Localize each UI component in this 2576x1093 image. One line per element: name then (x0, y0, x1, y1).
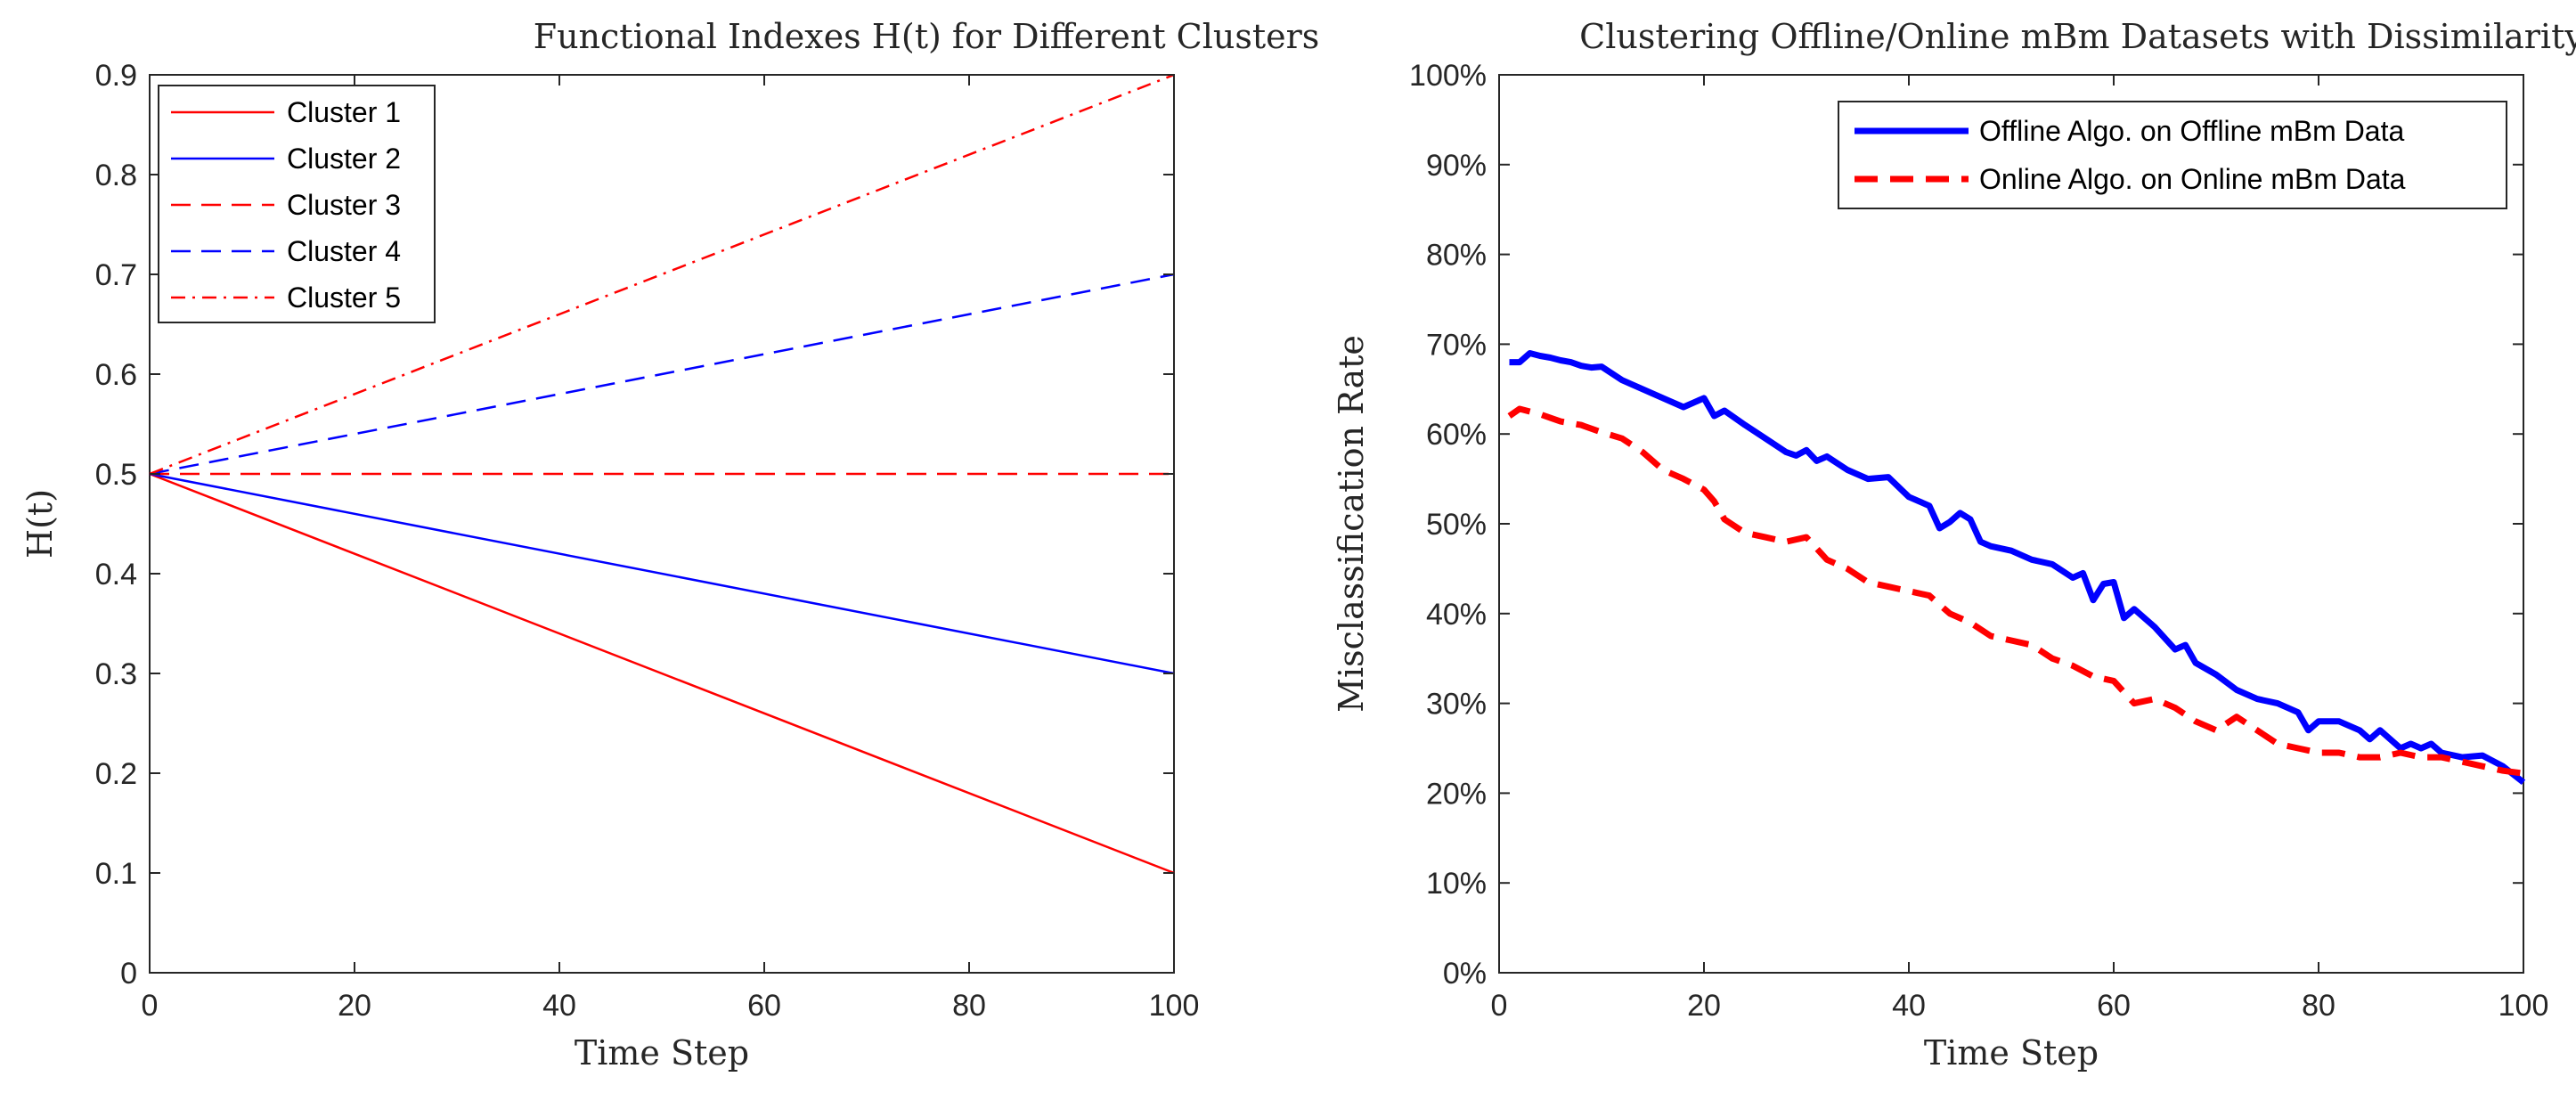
left-chart-series-lines (149, 73, 1175, 875)
left-chart-title: Functional Indexes H(t) for Different Cl… (534, 17, 1320, 56)
y-tick-label: 10% (1426, 867, 1487, 901)
legend-label-2: Cluster 2 (287, 143, 401, 175)
right-chart-y-ticks: 0% 10% 20% 30% 40% 50% 60% 70% 80% 90% 100% (1409, 59, 2523, 991)
left-chart-x-axis-label: Time Step (575, 1033, 749, 1073)
left-chart-legend: Cluster 1 Cluster 2 Cluster 3 Cluster 4 Clus… (158, 85, 436, 323)
y-tick-label: 0.7 (95, 258, 137, 292)
x-tick-label: 0 (1491, 989, 1508, 1023)
series-line-1 (149, 472, 1175, 875)
left-chart-y-axis-label: H(t) (20, 489, 60, 559)
x-tick-label: 60 (2097, 989, 2131, 1023)
y-tick-label: 30% (1426, 688, 1487, 722)
x-tick-label: 80 (2302, 989, 2336, 1023)
y-tick-label: 0.8 (95, 159, 137, 192)
y-tick-label: 0.2 (95, 757, 137, 791)
right-chart-legend: Offline Algo. on Offline mBm Data Online … (1838, 101, 2507, 209)
right-chart-x-axis-label: Time Step (1924, 1033, 2099, 1073)
series-line-2 (149, 472, 1175, 675)
y-tick-label: 80% (1426, 239, 1487, 273)
y-tick-label: 0.5 (95, 458, 137, 492)
right-chart-series-lines (1507, 350, 2526, 786)
x-tick-label: 40 (1892, 989, 1926, 1023)
y-tick-label: 0.1 (95, 857, 137, 891)
x-tick-label: 60 (747, 989, 781, 1023)
y-tick-label: 100% (1409, 59, 1487, 93)
y-tick-label: 0% (1443, 957, 1487, 991)
left-chart-x-ticks: 0 20 40 60 80 100 (142, 75, 1200, 1023)
legend-label-2: Online Algo. on Online mBm Data (1979, 163, 2406, 195)
legend-label-1: Offline Algo. on Offline mBm Data (1979, 115, 2404, 147)
x-tick-label: 0 (142, 989, 159, 1023)
y-tick-label: 0.3 (95, 657, 137, 691)
legend-label-5: Cluster 5 (287, 281, 401, 314)
series-line-2 (1507, 405, 2524, 777)
left-chart-functional-indexes: Functional Indexes H(t) for Different Cl… (20, 17, 1319, 1073)
y-tick-label: 20% (1426, 777, 1487, 811)
right-chart-legend-box (1838, 101, 2507, 209)
x-tick-label: 100 (1149, 989, 1200, 1023)
series-line-1 (1509, 350, 2526, 786)
y-tick-label: 70% (1426, 328, 1487, 362)
series-line-4 (149, 273, 1175, 476)
right-chart-title: Clustering Offline/Online mBm Datasets w… (1579, 17, 2576, 56)
right-chart-misclassification: Clustering Offline/Online mBm Datasets w… (1332, 17, 2576, 1073)
legend-label-3: Cluster 3 (287, 189, 401, 221)
y-tick-label: 0 (120, 957, 137, 991)
series-line-5 (149, 73, 1175, 476)
x-tick-label: 20 (338, 989, 371, 1023)
legend-label-4: Cluster 4 (287, 235, 401, 267)
y-tick-label: 50% (1426, 508, 1487, 542)
y-tick-label: 0.9 (95, 59, 137, 93)
y-tick-label: 0.4 (95, 558, 137, 591)
y-tick-label: 90% (1426, 149, 1487, 183)
y-tick-label: 60% (1426, 418, 1487, 452)
x-tick-label: 20 (1687, 989, 1721, 1023)
right-chart-axes (1498, 74, 2524, 974)
y-tick-label: 40% (1426, 598, 1487, 632)
x-tick-label: 40 (542, 989, 576, 1023)
right-chart-x-ticks: 0 20 40 60 80 100 (1491, 75, 2549, 1023)
x-tick-label: 100 (2499, 989, 2549, 1023)
right-chart-y-axis-label: Misclassification Rate (1332, 335, 1371, 713)
left-chart-y-ticks: 0 0.1 0.2 0.3 0.4 0.5 0.6 0.7 0.8 0.9 (95, 59, 1174, 991)
y-tick-label: 0.6 (95, 358, 137, 392)
legend-label-1: Cluster 1 (287, 96, 401, 128)
x-tick-label: 80 (952, 989, 986, 1023)
